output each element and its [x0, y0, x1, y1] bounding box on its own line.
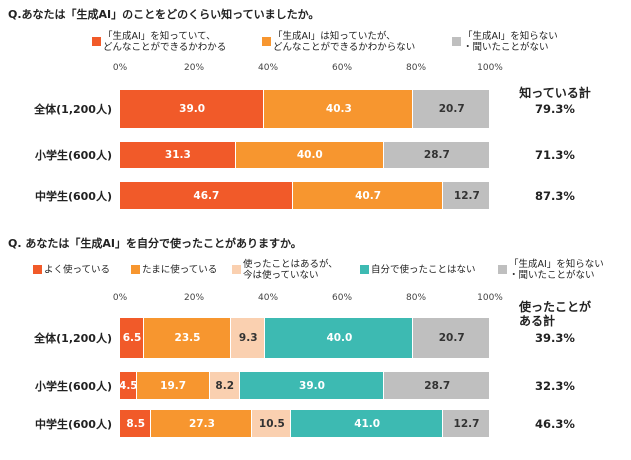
- bar-segment: [136, 372, 210, 399]
- bar-segment: [235, 142, 384, 168]
- bar-value-label: 40.0: [326, 332, 353, 344]
- bar-value-label: 20.7: [438, 332, 465, 344]
- legend-label: 使ったことはあるが、 今は使っていない: [243, 259, 338, 281]
- bar-value-label: 40.3: [325, 103, 352, 115]
- bar-value-label: 8.5: [126, 417, 146, 430]
- x-tick-label: 0%: [112, 293, 128, 303]
- legend-swatch: [262, 37, 271, 46]
- bar-segment: [413, 318, 490, 358]
- bar-value-label: 40.0: [296, 149, 323, 161]
- x-tick-label: 100%: [477, 293, 503, 303]
- x-tick-label: 80%: [405, 63, 427, 73]
- bar-segment: [209, 372, 240, 399]
- bar-segment: [120, 182, 293, 209]
- bar-value-label: 4.5: [119, 379, 138, 392]
- bar-value-label: 28.7: [423, 149, 450, 161]
- total-value: 39.3%: [535, 331, 575, 345]
- bar-segment: [231, 318, 266, 358]
- bar-segment: [413, 90, 490, 128]
- legend-label: 「生成AI」を知らない ・聞いたことがない: [509, 259, 604, 281]
- legend-swatch: [232, 265, 241, 274]
- legend-label: 自分で使ったことはない: [371, 264, 476, 276]
- bar-segment: [120, 372, 137, 399]
- bar-segment: [443, 410, 490, 437]
- legend-label: 「生成AI」を知っていて、 どんなことができるかわかる: [103, 31, 227, 53]
- legend-swatch: [498, 265, 507, 274]
- x-tick-label: 60%: [331, 293, 353, 303]
- bar-segment: [443, 182, 491, 209]
- legend-label: たまに使っている: [142, 264, 218, 276]
- category-label: 全体(1,200人): [34, 332, 112, 345]
- bar-segment: [384, 372, 491, 399]
- legend-swatch: [92, 37, 101, 46]
- bar-segment: [383, 142, 490, 168]
- total-value: 87.3%: [535, 188, 575, 203]
- bar-value-label: 39.0: [179, 103, 206, 115]
- bar-segment: [239, 372, 385, 399]
- totals-title: 使ったことが ある計: [518, 300, 592, 328]
- bar-segment: [264, 90, 414, 128]
- bar-value-label: 41.0: [354, 417, 381, 430]
- bar-value-label: 10.5: [258, 417, 285, 430]
- legend-swatch: [131, 265, 140, 274]
- bar-value-label: 39.0: [299, 379, 325, 392]
- x-tick-label: 20%: [183, 63, 205, 73]
- bar-value-label: 9.3: [238, 332, 258, 344]
- bar-segment: [120, 318, 145, 358]
- category-label: 小学生(600人): [34, 149, 112, 162]
- x-tick-label: 0%: [112, 63, 128, 73]
- bar-value-label: 27.3: [188, 417, 215, 430]
- bar-value-label: 19.7: [160, 379, 187, 392]
- bar-segment: [120, 142, 236, 168]
- total-value: 71.3%: [535, 148, 575, 162]
- category-label: 中学生(600人): [34, 417, 112, 431]
- legend-swatch: [33, 265, 42, 274]
- bar-value-label: 6.5: [122, 332, 142, 344]
- legend-swatch: [452, 37, 461, 46]
- bar-segment: [144, 318, 231, 358]
- x-tick-label: 80%: [405, 293, 427, 303]
- total-value: 32.3%: [535, 378, 575, 393]
- chart-title: Q.あなたは「生成AI」のことをどのくらい知っていましたか。: [8, 8, 320, 21]
- bar-value-label: 12.7: [453, 417, 480, 430]
- bar-value-label: 31.3: [164, 149, 191, 161]
- bar-segment: [265, 318, 414, 358]
- x-tick-label: 60%: [331, 63, 353, 73]
- totals-title: 知っている計: [519, 86, 591, 100]
- bar-value-label: 20.7: [438, 103, 465, 115]
- bar-segment: [120, 90, 265, 128]
- chart-title: Q. あなたは「生成AI」を自分で使ったことがありますか。: [8, 237, 302, 250]
- total-value: 79.3%: [535, 102, 575, 116]
- bar-value-label: 28.7: [424, 379, 451, 392]
- x-tick-label: 40%: [257, 293, 279, 303]
- x-tick-label: 20%: [183, 293, 205, 303]
- x-tick-label: 100%: [477, 63, 503, 73]
- legend-label: 「生成AI」を知らない ・聞いたことがない: [463, 31, 558, 53]
- bar-value-label: 46.7: [193, 189, 220, 202]
- total-value: 46.3%: [535, 416, 575, 431]
- category-label: 中学生(600人): [34, 189, 112, 203]
- bar-value-label: 23.5: [174, 332, 201, 344]
- bar-segment: [120, 410, 152, 437]
- legend-swatch: [360, 265, 369, 274]
- bar-segment: [292, 182, 444, 209]
- category-label: 小学生(600人): [34, 379, 112, 393]
- bar-value-label: 40.7: [355, 189, 382, 202]
- category-label: 全体(1,200人): [34, 103, 112, 116]
- bar-segment: [291, 410, 443, 437]
- legend-label: よく使っている: [44, 264, 111, 276]
- bar-segment: [252, 410, 292, 437]
- legend-label: 「生成AI」は知っていたが、 どんなことができるかわからない: [273, 31, 416, 53]
- bar-segment: [151, 410, 253, 437]
- bar-value-label: 12.7: [453, 189, 480, 202]
- x-tick-label: 40%: [257, 63, 279, 73]
- bar-value-label: 8.2: [215, 379, 235, 392]
